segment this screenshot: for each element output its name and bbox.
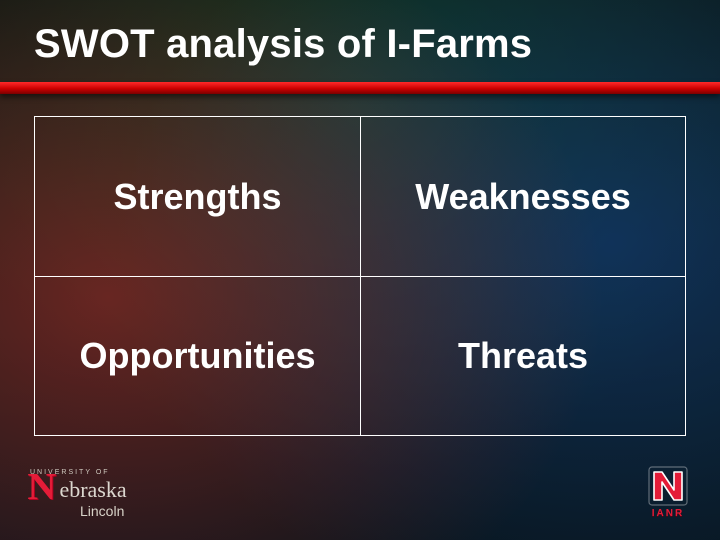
title-underline <box>0 82 720 94</box>
footer: UNIVERSITY OF N ebraska Lincoln IANR <box>0 462 720 540</box>
unl-logo: UNIVERSITY OF N ebraska Lincoln <box>28 469 127 519</box>
swot-grid: Strengths Weaknesses Opportunities Threa… <box>34 116 686 436</box>
slide-title: SWOT analysis of I-Farms <box>34 22 532 67</box>
swot-cell-weaknesses: Weaknesses <box>360 116 686 276</box>
swot-cell-threats: Threats <box>360 276 686 436</box>
unl-big-n-icon: N <box>27 472 56 502</box>
unl-wordmark: N ebraska <box>28 472 127 505</box>
unl-lincoln: Lincoln <box>80 503 124 519</box>
unl-ebraska: ebraska <box>59 477 126 503</box>
ianr-label: IANR <box>652 508 684 519</box>
ianr-n-icon <box>648 466 688 506</box>
slide: SWOT analysis of I-Farms Strengths Weakn… <box>0 0 720 540</box>
swot-cell-opportunities: Opportunities <box>34 276 360 436</box>
swot-cell-strengths: Strengths <box>34 116 360 276</box>
ianr-logo: IANR <box>648 466 688 519</box>
